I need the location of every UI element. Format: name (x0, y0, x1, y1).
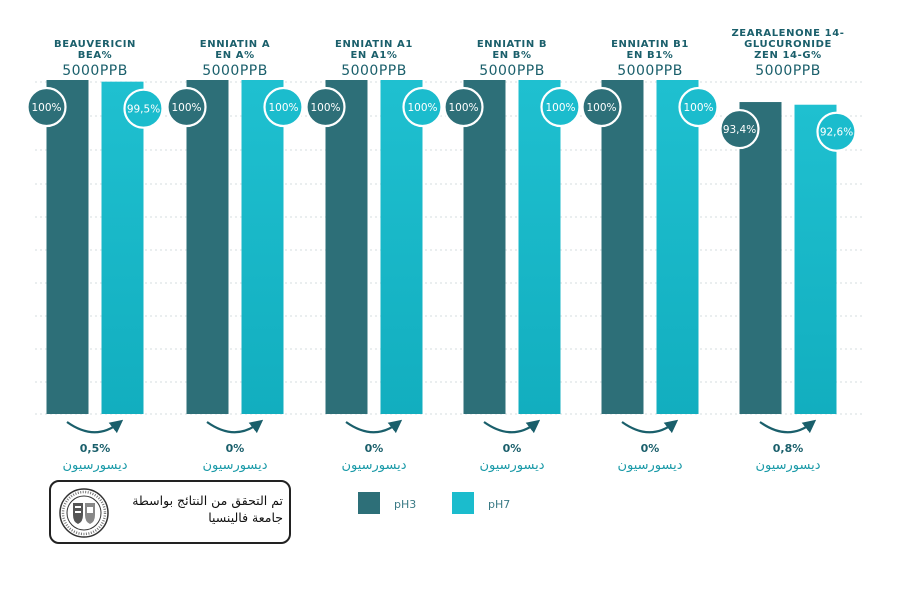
value-label-ph7: 99,5% (127, 104, 160, 116)
reduction-value: 0,8% (773, 442, 804, 455)
verification-text: تم التحقق من النتائج بواسطة جامعة فالينس… (132, 493, 283, 525)
university-seal-icon (59, 488, 109, 538)
value-label-ph3: 93,4% (723, 124, 756, 136)
reduction-label: ديسورسيون (202, 458, 267, 473)
value-badge-ph7 (678, 86, 719, 128)
bar-ph3 (463, 80, 506, 414)
category-title: ZEN 14-G% (754, 50, 822, 61)
value-badge-ph7 (402, 86, 443, 128)
reduction-arrow (759, 419, 817, 434)
concentration-label: 5000PPB (202, 63, 268, 79)
bar-ph3 (186, 80, 229, 414)
reduction-arrow (621, 419, 679, 434)
value-badge-ph3 (166, 86, 207, 128)
concentration-label: 5000PPB (755, 63, 821, 79)
reduction-label: ديسورسيون (479, 458, 544, 473)
category-title: GLUCURONIDE (744, 39, 832, 50)
reduction-label: ديسورسيون (341, 458, 406, 473)
concentration-label: 5000PPB (479, 63, 545, 79)
legend-swatch-ph7 (452, 492, 474, 514)
bars: 100% 99,5% 100% 100% 100% 100% 100% 100% 100% 100… (26, 80, 857, 415)
value-badge-ph3 (305, 86, 346, 128)
category-title: ENNIATIN B (477, 39, 547, 50)
category-title: BEAUVERICIN (54, 39, 136, 50)
value-badge-ph3 (719, 108, 760, 150)
value-label-ph3: 100% (586, 102, 616, 114)
value-badge-ph7 (540, 86, 581, 128)
reduction-value: 0% (226, 442, 245, 455)
bar-ph7 (380, 80, 423, 414)
category-title: EN B% (492, 50, 531, 61)
value-label-ph7: 100% (683, 102, 713, 114)
value-badge-ph7 (816, 111, 857, 152)
reduction-label: ديسورسيون (62, 458, 127, 473)
legend-label-ph3: pH3 (394, 498, 416, 511)
value-badge-ph3 (26, 86, 67, 128)
reduction-value: 0% (641, 442, 660, 455)
value-label-ph7: 100% (268, 102, 298, 114)
bar-ph7 (241, 80, 284, 414)
category-title: BEA% (78, 50, 113, 61)
bar-ph7 (518, 80, 561, 414)
value-label-ph7: 92,6% (820, 127, 853, 139)
category-title: EN B1% (627, 50, 674, 61)
category-title: EN A1% (351, 50, 398, 61)
category-title: EN A% (215, 50, 254, 61)
bar-ph3 (601, 80, 644, 414)
bar-ph7 (656, 80, 699, 414)
value-label-ph3: 100% (310, 102, 340, 114)
concentration-label: 5000PPB (341, 63, 407, 79)
legend: pH3 pH7 (358, 492, 510, 514)
bar-ph3 (325, 80, 368, 414)
reduction-arrow (483, 419, 541, 434)
value-label-ph3: 100% (171, 102, 201, 114)
bar-ph3 (739, 102, 782, 414)
category-title: ENNIATIN B1 (611, 39, 689, 50)
concentration-label: 5000PPB (617, 63, 683, 79)
value-label-ph3: 100% (448, 102, 478, 114)
reduction-value: 0% (365, 442, 384, 455)
category-title: ENNIATIN A (200, 39, 270, 50)
value-label-ph3: 100% (31, 102, 61, 114)
category-title: ENNIATIN A1 (335, 39, 413, 50)
bar-ph3 (46, 80, 89, 414)
bar-ph7 (101, 81, 144, 415)
verification-box: تم التحقق من النتائج بواسطة جامعة فالينس… (49, 480, 291, 544)
value-label-ph7: 100% (545, 102, 575, 114)
value-badge-ph7 (263, 86, 304, 128)
legend-label-ph7: pH7 (488, 498, 510, 511)
reduction-arrow (66, 419, 124, 434)
value-badge-ph3 (443, 86, 484, 128)
reduction-arrow (345, 419, 403, 434)
category-title: ZEARALENONE 14- (731, 28, 844, 39)
value-badge-ph7 (123, 88, 164, 129)
reduction-value: 0,5% (80, 442, 111, 455)
reduction-value: 0% (503, 442, 522, 455)
value-label-ph7: 100% (407, 102, 437, 114)
concentration-label: 5000PPB (62, 63, 128, 79)
reduction-label: ديسورسيون (617, 458, 682, 473)
legend-swatch-ph3 (358, 492, 380, 514)
reduction-label: ديسورسيون (755, 458, 820, 473)
value-badge-ph3 (581, 86, 622, 128)
reduction-arrow (206, 419, 264, 434)
bar-ph7 (794, 104, 837, 414)
